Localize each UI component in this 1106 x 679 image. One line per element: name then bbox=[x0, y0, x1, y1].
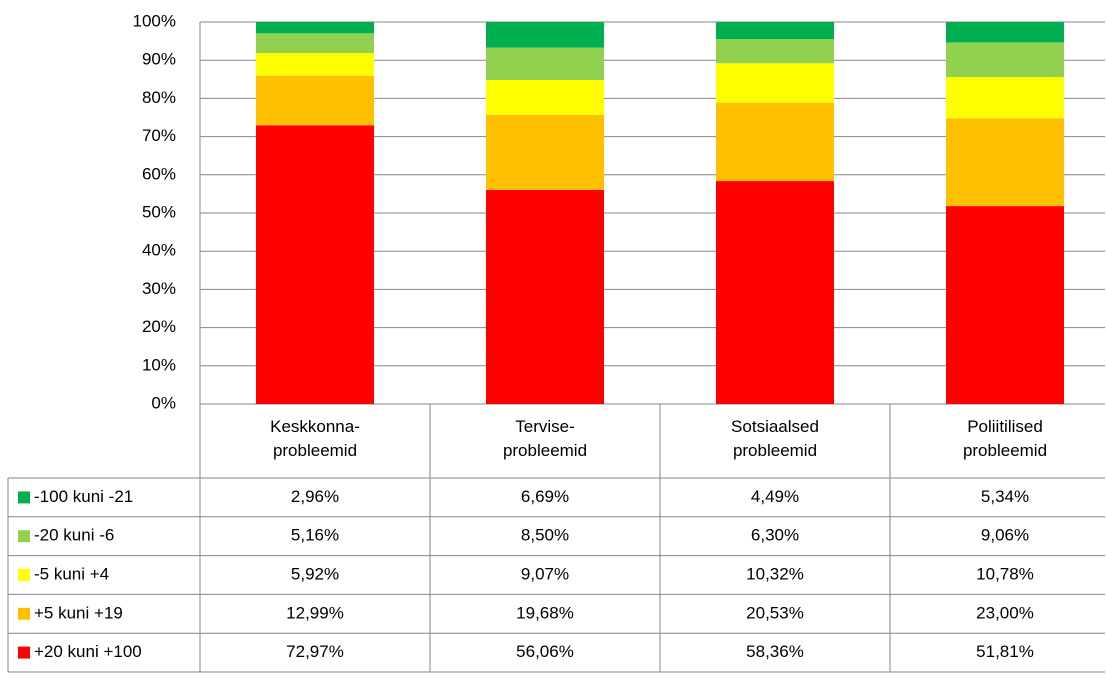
y-tick-label: 60% bbox=[142, 164, 176, 183]
bar-segment bbox=[716, 63, 834, 103]
bar-segment bbox=[256, 53, 374, 76]
table-value: 19,68% bbox=[516, 603, 574, 622]
table-value: 9,06% bbox=[981, 526, 1029, 545]
bar-segment bbox=[256, 125, 374, 404]
table-value: 58,36% bbox=[746, 642, 804, 661]
bar-segment bbox=[716, 39, 834, 64]
legend-key bbox=[18, 569, 30, 581]
bar-segment bbox=[716, 22, 834, 40]
table-value: 72,97% bbox=[286, 642, 344, 661]
x-tick-label: Keskkonna-probleemid bbox=[270, 417, 360, 460]
bar-segment bbox=[256, 33, 374, 54]
bar-segment bbox=[946, 42, 1064, 78]
bar-segment bbox=[946, 22, 1064, 43]
bar-segment bbox=[716, 181, 834, 404]
y-tick-label: 10% bbox=[142, 355, 176, 374]
legend-label: +5 kuni +19 bbox=[34, 603, 123, 622]
table-value: 5,92% bbox=[291, 564, 339, 583]
bar-segment bbox=[256, 75, 374, 126]
bar-segment bbox=[486, 47, 604, 81]
bar-segment bbox=[946, 206, 1064, 404]
table-value: 20,53% bbox=[746, 603, 804, 622]
legend-key bbox=[18, 530, 30, 543]
bar-segment bbox=[256, 22, 374, 34]
table-value: 8,50% bbox=[521, 526, 569, 545]
legend-label: +20 kuni +100 bbox=[34, 642, 142, 661]
table-value: 2,96% bbox=[291, 487, 339, 506]
y-tick-label: 80% bbox=[142, 88, 176, 107]
table-value: 23,00% bbox=[976, 603, 1034, 622]
y-tick-label: 40% bbox=[142, 241, 176, 260]
table-value: 4,49% bbox=[751, 487, 799, 506]
bar-segment bbox=[946, 118, 1064, 207]
bar-segment bbox=[486, 22, 604, 48]
table-value: 56,06% bbox=[516, 642, 574, 661]
legend-label: -5 kuni +4 bbox=[34, 564, 109, 583]
table-value: 51,81% bbox=[976, 642, 1034, 661]
table-value: 6,69% bbox=[521, 487, 569, 506]
table-value: 6,30% bbox=[751, 526, 799, 545]
table-value: 9,07% bbox=[521, 564, 569, 583]
y-tick-label: 0% bbox=[151, 393, 176, 412]
legend-key bbox=[18, 646, 30, 659]
table-value: 5,34% bbox=[981, 487, 1029, 506]
table-value: 12,99% bbox=[286, 603, 344, 622]
legend-key bbox=[18, 491, 30, 504]
legend-label: -100 kuni -21 bbox=[34, 487, 133, 506]
y-tick-label: 100% bbox=[133, 11, 176, 30]
y-tick-label: 90% bbox=[142, 50, 176, 69]
y-tick-label: 70% bbox=[142, 126, 176, 145]
y-tick-label: 30% bbox=[142, 279, 176, 298]
bar-segment bbox=[946, 77, 1064, 119]
bar-segment bbox=[486, 80, 604, 115]
bar-segment bbox=[486, 114, 604, 190]
x-tick-label: Poliitilised probleemid bbox=[963, 417, 1047, 460]
bar-segment bbox=[716, 102, 834, 182]
bar-segment bbox=[486, 189, 604, 404]
y-tick-label: 20% bbox=[142, 317, 176, 336]
legend-key bbox=[18, 607, 30, 620]
table-value: 10,78% bbox=[976, 564, 1034, 583]
x-tick-label: Tervise-probleemid bbox=[503, 417, 587, 460]
legend-label: -20 kuni -6 bbox=[34, 526, 114, 545]
y-tick-label: 50% bbox=[142, 202, 176, 221]
x-tick-label: Sotsiaalsed probleemid bbox=[731, 417, 819, 460]
table-value: 5,16% bbox=[291, 526, 339, 545]
table-value: 10,32% bbox=[746, 564, 804, 583]
